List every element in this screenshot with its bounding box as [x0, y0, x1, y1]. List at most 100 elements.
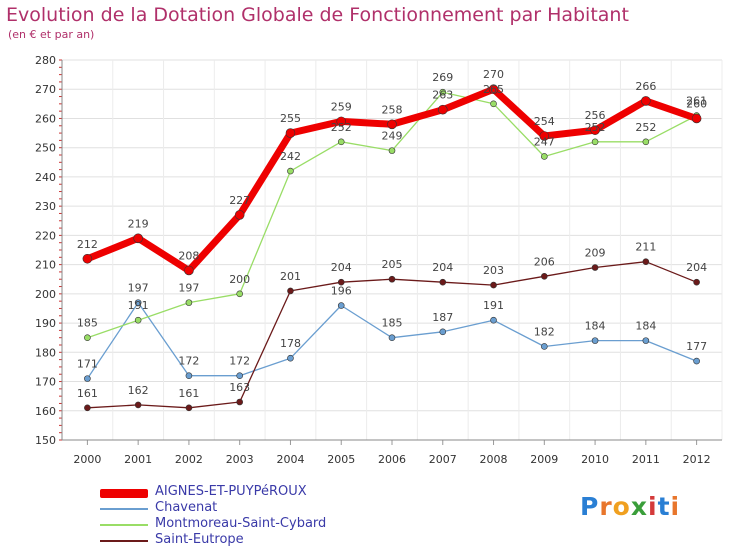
- data-point-0: [234, 210, 245, 220]
- logo-letter: x: [630, 492, 648, 521]
- data-point-1: [541, 343, 548, 350]
- y-tick-label: 260: [35, 112, 56, 125]
- data-label: 254: [534, 115, 555, 128]
- data-point-2: [388, 147, 396, 154]
- chart-subtitle: (en € et par an): [8, 28, 95, 41]
- data-point-2: [134, 316, 142, 324]
- x-tick-label: 2007: [429, 453, 457, 466]
- data-label: 196: [331, 285, 352, 298]
- proxiti-logo: Proxiti: [580, 492, 680, 521]
- legend-swatch-montmoreau: [100, 524, 148, 526]
- data-point-1: [134, 299, 142, 306]
- data-label: 201: [280, 270, 301, 283]
- x-tick-label: 2000: [73, 453, 101, 466]
- data-point-3: [287, 287, 294, 295]
- data-point-2: [541, 153, 548, 160]
- data-label: 252: [331, 121, 352, 134]
- data-point-1: [439, 328, 447, 336]
- data-label: 172: [229, 355, 250, 368]
- data-label: 260: [686, 97, 707, 110]
- data-point-0: [336, 116, 347, 127]
- data-point-3: [337, 278, 345, 286]
- data-label: 197: [128, 282, 149, 295]
- data-point-0: [539, 131, 550, 141]
- legend-label-saint-eutrope: Saint-Eutrope: [155, 532, 244, 547]
- data-point-3: [693, 278, 700, 286]
- data-label: 171: [77, 358, 98, 371]
- data-point-1: [236, 372, 243, 379]
- y-tick-label: 200: [35, 288, 56, 301]
- data-label: 206: [534, 255, 555, 268]
- data-label: 200: [229, 273, 250, 286]
- legend-item-aignes: AIGNES-ET-PUYPéROUX: [100, 484, 440, 501]
- chart-title: Evolution de la Dotation Globale de Fonc…: [6, 4, 629, 26]
- y-tick-label: 250: [35, 142, 56, 155]
- data-point-1: [490, 316, 497, 324]
- x-tick-label: 2001: [124, 453, 152, 466]
- data-point-0: [184, 265, 194, 276]
- data-point-1: [185, 372, 193, 379]
- data-point-3: [134, 401, 142, 409]
- data-label: 219: [128, 217, 149, 230]
- data-point-2: [236, 290, 243, 298]
- data-label: 209: [585, 247, 606, 260]
- data-point-0: [285, 128, 296, 138]
- data-label: 182: [534, 325, 555, 338]
- y-tick-label: 210: [35, 259, 56, 272]
- data-label: 161: [77, 387, 98, 400]
- y-tick-label: 160: [35, 405, 56, 418]
- data-point-0: [488, 84, 499, 95]
- y-tick-label: 240: [35, 171, 56, 184]
- data-label: 261: [686, 95, 707, 108]
- data-label: 263: [432, 89, 453, 102]
- data-point-3: [439, 278, 447, 286]
- x-tick-label: 2009: [530, 453, 558, 466]
- data-point-2: [337, 138, 345, 146]
- legend-item-montmoreau: Montmoreau-Saint-Cybard: [100, 516, 440, 533]
- data-label: 249: [382, 130, 403, 143]
- data-point-1: [693, 357, 700, 365]
- data-point-3: [490, 281, 497, 289]
- y-tick-label: 220: [35, 229, 56, 242]
- data-label: 177: [686, 340, 707, 353]
- data-point-3: [236, 398, 243, 406]
- data-label: 185: [77, 317, 98, 330]
- y-tick-label: 150: [35, 434, 56, 447]
- x-tick-label: 2006: [378, 453, 406, 466]
- data-label: 227: [229, 194, 250, 207]
- data-label: 258: [382, 103, 403, 116]
- data-point-3: [541, 273, 548, 280]
- y-tick-label: 170: [35, 376, 56, 389]
- x-tick-label: 2004: [276, 453, 304, 466]
- data-label: 208: [178, 249, 199, 262]
- x-tick-label: 2002: [175, 453, 203, 466]
- data-label: 184: [635, 320, 656, 333]
- data-label: 252: [585, 121, 606, 134]
- data-point-2: [490, 100, 497, 108]
- data-label: 255: [280, 112, 301, 125]
- data-label: 211: [635, 241, 656, 254]
- y-tick-label: 280: [35, 54, 56, 67]
- legend: AIGNES-ET-PUYPéROUX Chavenat Montmoreau-…: [100, 484, 440, 549]
- data-label: 163: [229, 381, 250, 394]
- data-label: 191: [483, 299, 504, 312]
- data-point-1: [337, 302, 345, 309]
- legend-item-saint-eutrope: Saint-Eutrope: [100, 532, 440, 549]
- data-point-1: [591, 337, 599, 344]
- data-label: 191: [128, 299, 149, 312]
- logo-letter: o: [612, 492, 631, 521]
- data-point-2: [185, 299, 193, 306]
- data-label: 203: [483, 264, 504, 277]
- logo-letter: i: [670, 492, 681, 521]
- x-tick-label: 2005: [327, 453, 355, 466]
- data-label: 212: [77, 238, 98, 251]
- x-tick-label: 2008: [480, 453, 508, 466]
- data-point-2: [439, 88, 447, 96]
- x-tick-label: 2010: [581, 453, 609, 466]
- data-point-0: [133, 233, 143, 244]
- data-point-1: [388, 334, 396, 341]
- x-tick-label: 2012: [683, 453, 711, 466]
- data-point-0: [387, 119, 397, 130]
